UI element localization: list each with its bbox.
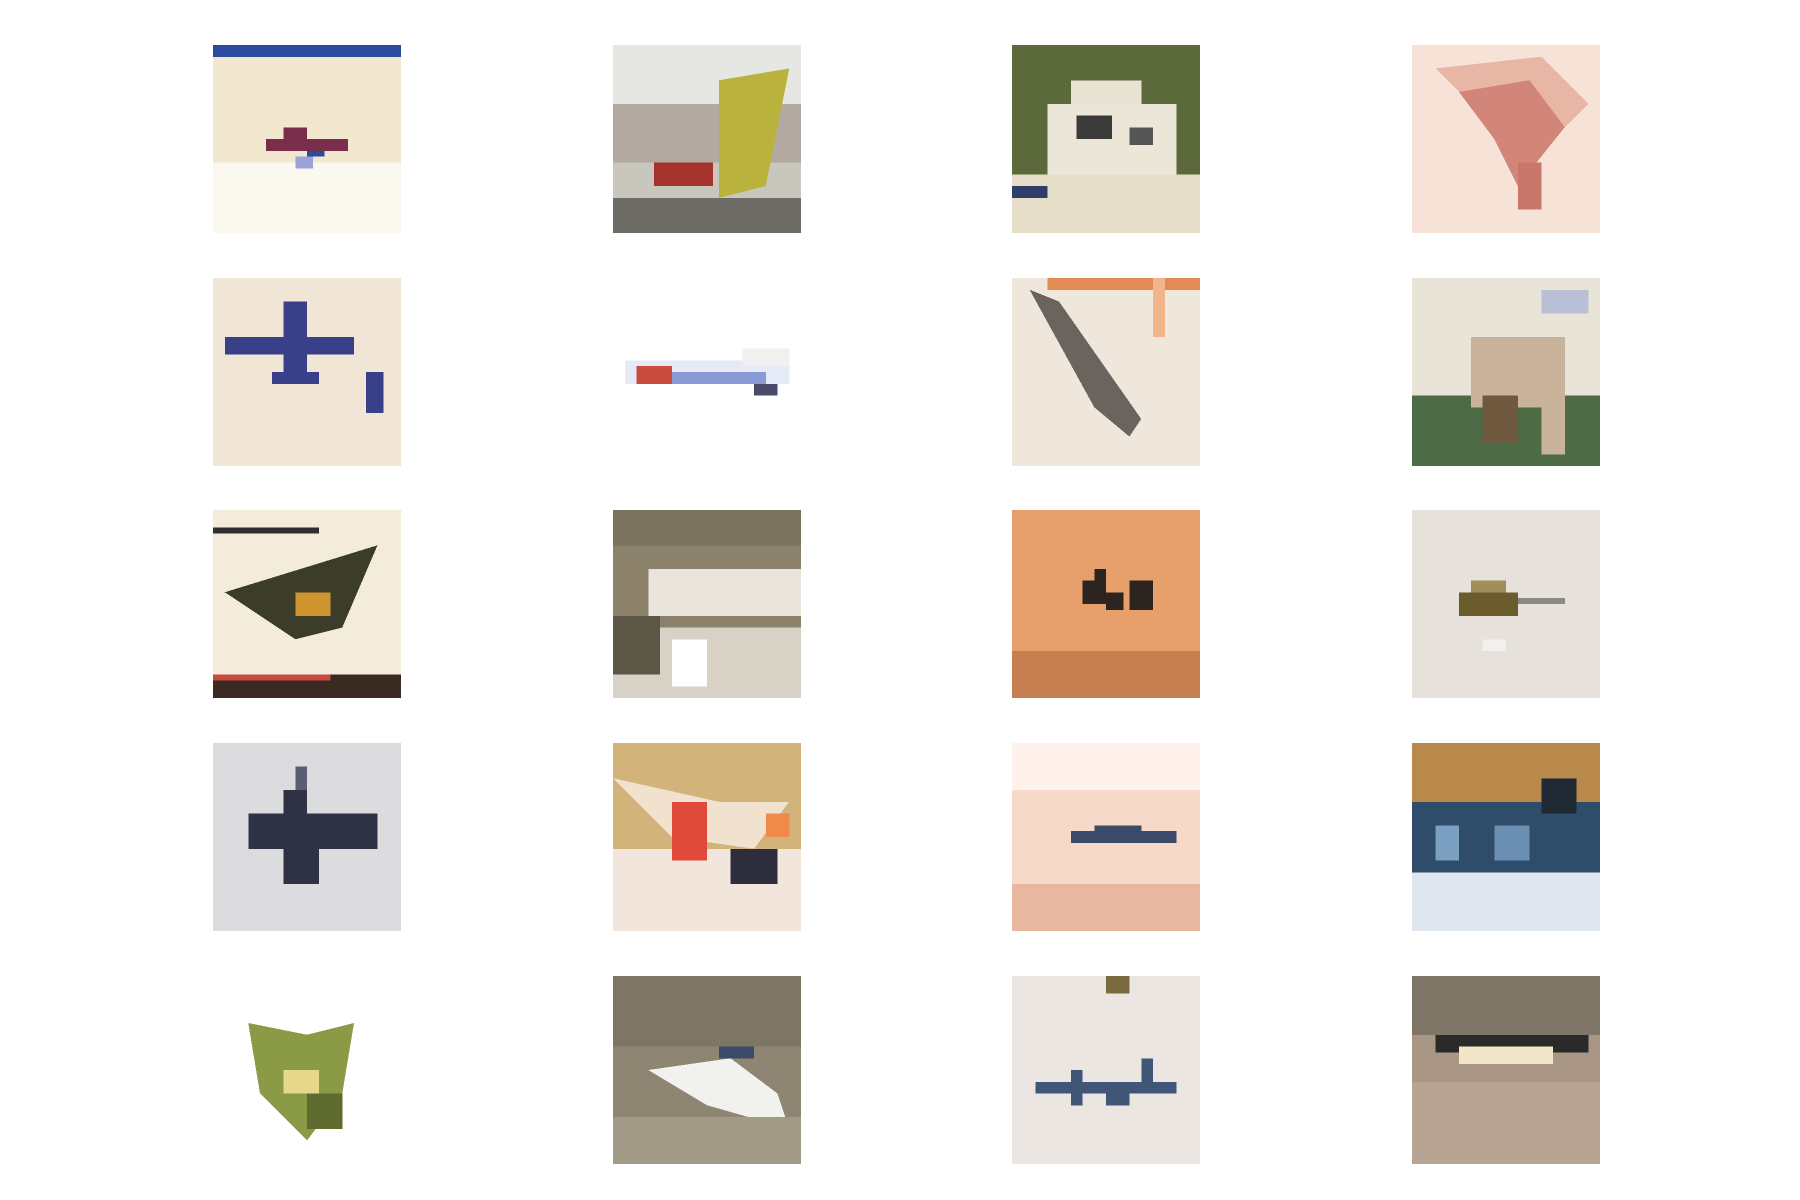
tile-vehicle-street: [613, 45, 801, 233]
tile-image: [613, 976, 801, 1164]
tile-white-bird: [613, 976, 801, 1164]
tile-image: [613, 45, 801, 233]
tile-image: [213, 743, 401, 931]
tile-image: [1412, 743, 1600, 931]
tile-dark-bird-wings: [213, 510, 401, 698]
tile-white-house: [1012, 45, 1200, 233]
tile-colorful-bird: [613, 743, 801, 931]
tile-plane-pink: [1012, 743, 1200, 931]
tile-image: [213, 45, 401, 233]
tile-image: [1412, 278, 1600, 466]
tile-blurred-field: [613, 510, 801, 698]
tile-image: [1012, 510, 1200, 698]
tile-image: [1012, 45, 1200, 233]
tile-birds-orange: [1012, 510, 1200, 698]
tile-blurred-airplane: [613, 278, 801, 466]
tile-diving-bird: [1012, 278, 1200, 466]
tile-image: [613, 278, 801, 466]
tile-harbor: [1412, 743, 1600, 931]
tile-image: [613, 510, 801, 698]
tile-blue-plane: [213, 278, 401, 466]
tile-image: [1012, 976, 1200, 1164]
tile-pink-feathers: [1412, 45, 1600, 233]
tile-image: [1012, 278, 1200, 466]
tile-image: [1412, 45, 1600, 233]
tile-small-bug: [1412, 510, 1600, 698]
tile-insect-white: [1012, 976, 1200, 1164]
tile-image: [1012, 743, 1200, 931]
tile-image: [213, 278, 401, 466]
tile-animal-grass: [1412, 278, 1600, 466]
tile-red-bird: [213, 45, 401, 233]
tile-image: [213, 510, 401, 698]
tile-image: [1412, 510, 1600, 698]
tile-dark-plane: [213, 743, 401, 931]
tile-image: [213, 976, 401, 1164]
tile-image: [1412, 976, 1600, 1164]
tile-image: [613, 743, 801, 931]
tile-ship: [1412, 976, 1600, 1164]
tile-green-bird: [213, 976, 401, 1164]
